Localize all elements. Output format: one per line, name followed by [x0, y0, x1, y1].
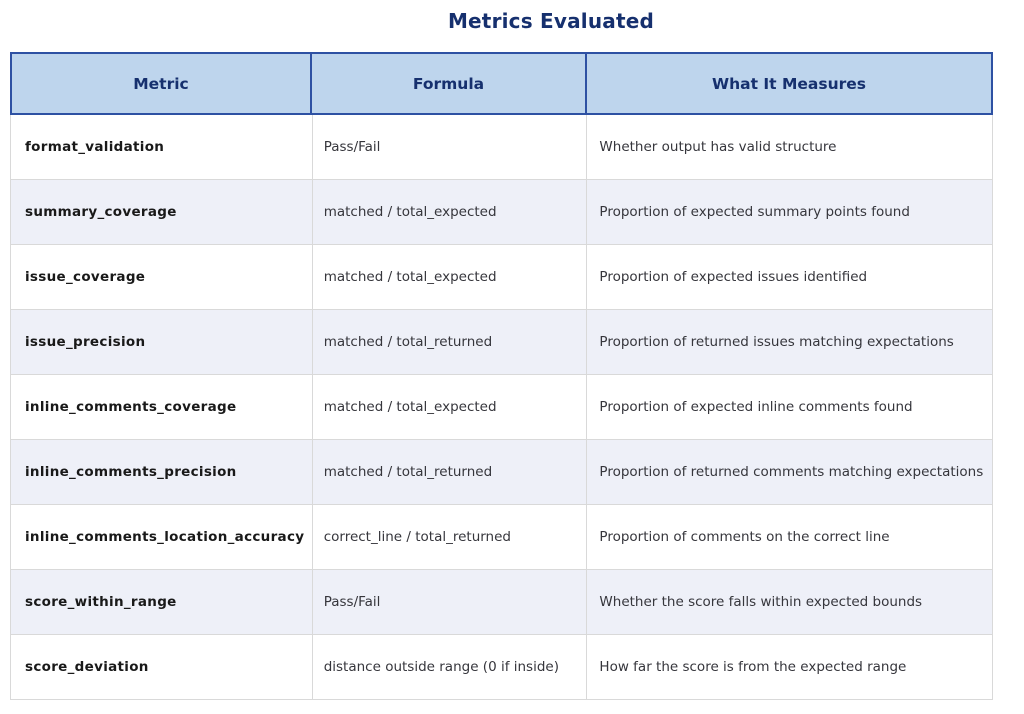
metric-cell: issue_coverage [11, 245, 313, 310]
formula-cell: distance outside range (0 if inside) [312, 635, 588, 700]
measures-cell: Proportion of returned issues matching e… [587, 310, 993, 375]
metric-cell: format_validation [11, 115, 313, 180]
measures-cell: Proportion of expected inline comments f… [587, 375, 993, 440]
formula-cell: matched / total_returned [312, 310, 588, 375]
formula-cell: Pass/Fail [312, 570, 588, 635]
table-row: issue_coverage matched / total_expected Pr… [11, 245, 993, 310]
measures-cell: Whether the score falls within expected … [587, 570, 993, 635]
table-row: score_deviation distance outside range (0… [11, 635, 993, 700]
measures-cell: How far the score is from the expected r… [587, 635, 993, 700]
metric-cell: inline_comments_coverage [11, 375, 313, 440]
formula-cell: Pass/Fail [312, 115, 588, 180]
measures-cell: Whether output has valid structure [587, 115, 993, 180]
measures-cell: Proportion of expected summary points fo… [587, 180, 993, 245]
metric-cell: score_deviation [11, 635, 313, 700]
column-header-what-it-measures: What It Measures [587, 52, 993, 115]
measures-cell: Proportion of returned comments matching… [587, 440, 993, 505]
table-row: inline_comments_precision matched / total… [11, 440, 993, 505]
metric-cell: summary_coverage [11, 180, 313, 245]
formula-cell: correct_line / total_returned [312, 505, 588, 570]
table-row: inline_comments_location_accuracy correct… [11, 505, 993, 570]
table-row: issue_precision matched / total_returned P… [11, 310, 993, 375]
metrics-table: Metric Formula What It Measures format_v… [10, 52, 993, 700]
formula-cell: matched / total_returned [312, 440, 588, 505]
table-body: format_validation Pass/Fail Whether output… [10, 115, 993, 700]
table-header-row: Metric Formula What It Measures [10, 52, 993, 115]
table-row: format_validation Pass/Fail Whether output… [11, 115, 993, 180]
metric-cell: inline_comments_precision [11, 440, 313, 505]
formula-cell: matched / total_expected [312, 375, 588, 440]
measures-cell: Proportion of expected issues identified [587, 245, 993, 310]
measures-cell: Proportion of comments on the correct li… [587, 505, 993, 570]
metric-cell: issue_precision [11, 310, 313, 375]
table-row: inline_comments_coverage matched / total_… [11, 375, 993, 440]
table-row: summary_coverage matched / total_expected… [11, 180, 993, 245]
page-title: Metrics Evaluated [447, 9, 655, 33]
formula-cell: matched / total_expected [312, 245, 588, 310]
column-header-formula: Formula [312, 52, 587, 115]
metric-cell: score_within_range [11, 570, 313, 635]
formula-cell: matched / total_expected [312, 180, 588, 245]
table-row: score_within_range Pass/Fail Whether the s… [11, 570, 993, 635]
metric-cell: inline_comments_location_accuracy [11, 505, 313, 570]
column-header-metric: Metric [10, 52, 312, 115]
